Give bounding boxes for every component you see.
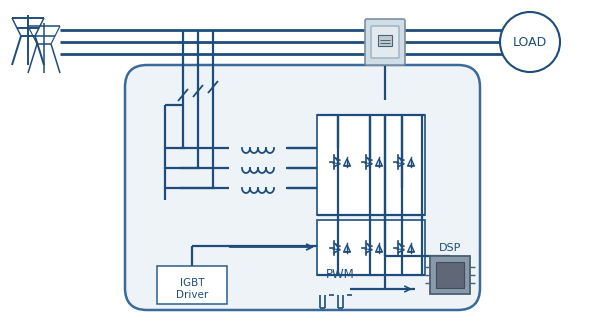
Text: IGBT
Driver: IGBT Driver	[176, 278, 208, 300]
FancyBboxPatch shape	[125, 65, 480, 310]
Bar	[157, 266, 227, 304]
Bar	[317, 115, 425, 215]
Bar	[317, 220, 425, 275]
Text: PWM: PWM	[326, 269, 355, 281]
FancyBboxPatch shape	[365, 19, 405, 65]
Bar	[430, 256, 470, 294]
Text: LOAD: LOAD	[513, 36, 547, 49]
Bar	[378, 35, 392, 46]
FancyBboxPatch shape	[371, 26, 399, 58]
Bar	[436, 262, 464, 288]
Text: DSP: DSP	[439, 243, 461, 253]
Circle shape	[500, 12, 560, 72]
